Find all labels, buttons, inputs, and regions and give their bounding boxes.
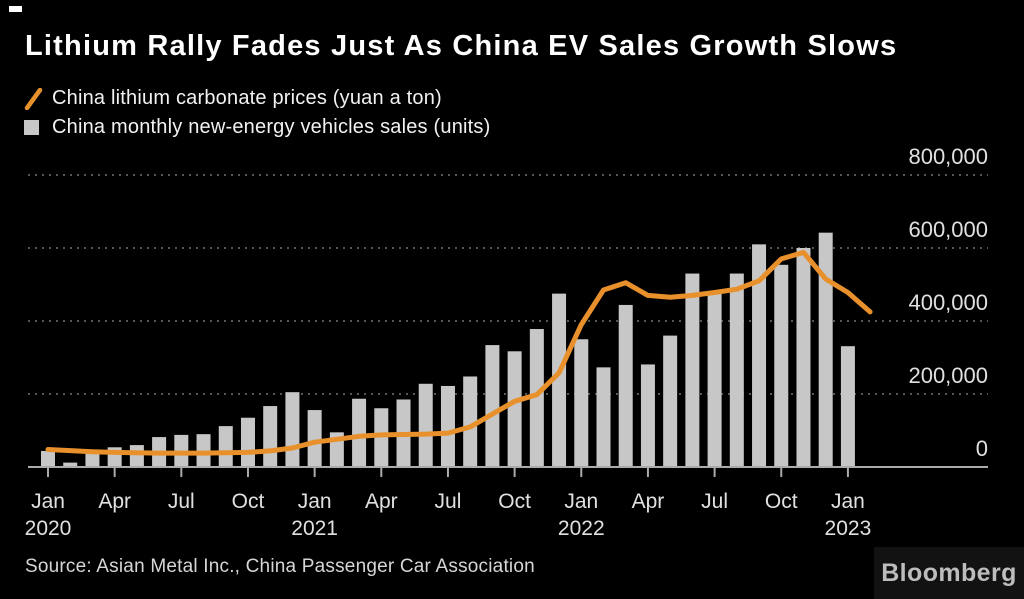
x-axis-year-2021: 2021: [291, 517, 338, 540]
x-axis-label-2023-01: Jan: [831, 490, 865, 513]
x-axis-label-2022-10: Oct: [765, 490, 798, 513]
y-axis-label-0: 0: [976, 436, 988, 461]
x-axis-label-2020-04: Apr: [98, 490, 131, 513]
bar-2022-12: [818, 232, 833, 467]
legend-label: China lithium carbonate prices (yuan a t…: [52, 87, 442, 109]
source-note: Source: Asian Metal Inc., China Passenge…: [25, 556, 535, 577]
bar-2021-11: [529, 329, 544, 467]
bar-2022-01: [574, 339, 589, 467]
bar-2021-04: [374, 408, 389, 467]
legend-item-lithium-price: China lithium carbonate prices (yuan a t…: [24, 84, 490, 113]
y-axis-label-400000: 400,000: [908, 290, 988, 315]
bar-2020-01: [41, 450, 55, 467]
bar-2020-09: [218, 426, 233, 467]
y-axis-label-800000: 800,000: [908, 144, 988, 169]
x-axis-label-2020-07: Jul: [168, 490, 195, 513]
x-axis-label-2021-04: Apr: [365, 490, 398, 513]
bar-2023-01: [840, 346, 855, 467]
bar-2020-02: [63, 462, 78, 467]
bar-2022-05: [663, 335, 678, 467]
bar-2020-12: [285, 392, 300, 467]
bar-2021-03: [352, 398, 367, 467]
x-axis-year-2020: 2020: [25, 517, 72, 540]
crop-artifact: [9, 6, 22, 12]
bar-2022-02: [596, 367, 611, 467]
legend: China lithium carbonate prices (yuan a t…: [24, 84, 490, 142]
lithium-price-line: [45, 249, 873, 456]
x-axis-label-2021-10: Oct: [498, 490, 531, 513]
bar-2020-08: [196, 434, 211, 467]
bar-square-icon: [24, 117, 46, 139]
page-title: Lithium Rally Fades Just As China EV Sal…: [25, 30, 898, 62]
y-axis-label-200000: 200,000: [908, 363, 988, 388]
bloomberg-logo: Bloomberg: [881, 558, 1017, 587]
bar-2021-09: [485, 345, 500, 467]
bar-2022-03: [618, 304, 633, 467]
brand-box: Bloomberg: [874, 547, 1024, 599]
bar-2022-11: [796, 248, 811, 467]
x-axis-label-2020-01: Jan: [31, 490, 65, 513]
x-axis-year-2022: 2022: [558, 517, 605, 540]
bar-2020-05: [129, 445, 144, 467]
x-axis-label-2022-07: Jul: [701, 490, 728, 513]
y-axis-label-600000: 600,000: [908, 217, 988, 242]
bar-2021-06: [418, 383, 433, 467]
bar-2020-10: [240, 417, 255, 467]
x-axis-label-2022-04: Apr: [632, 490, 665, 513]
x-axis-year-2023: 2023: [825, 517, 872, 540]
x-axis-label-2022-01: Jan: [564, 490, 598, 513]
x-axis-label-2020-10: Oct: [232, 490, 265, 513]
bar-2022-06: [685, 273, 700, 467]
line-slash-icon: [24, 87, 46, 110]
bar-2022-10: [774, 264, 789, 467]
bar-2021-10: [507, 351, 522, 467]
bar-2020-11: [263, 406, 278, 467]
bar-2022-08: [729, 273, 744, 467]
x-axis-label-2021-01: Jan: [298, 490, 332, 513]
bar-2021-08: [463, 376, 478, 467]
bar-2021-01: [307, 410, 322, 467]
legend-item-nev-sales: China monthly new-energy vehicles sales …: [24, 113, 490, 142]
bar-2021-12: [552, 293, 567, 467]
bar-2021-07: [440, 385, 455, 467]
bar-2022-07: [707, 292, 722, 467]
x-axis-label-2021-07: Jul: [435, 490, 462, 513]
bar-2022-04: [640, 364, 655, 467]
bar-2022-09: [752, 244, 767, 467]
legend-label: China monthly new-energy vehicles sales …: [52, 116, 491, 138]
